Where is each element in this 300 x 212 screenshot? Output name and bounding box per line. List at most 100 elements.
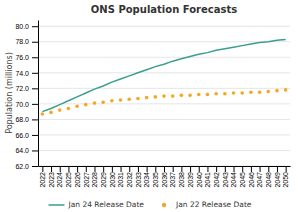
tick: 64.0 [15,147,38,154]
tick: 2044 [230,166,237,188]
tick: 76.0 [15,54,38,61]
tick-mark [164,166,165,172]
tick-label: 70.0 [15,101,29,108]
series-point [145,96,149,100]
tick-label: 2023 [48,172,55,188]
tick-mark [32,57,38,58]
tick-label: 2026 [74,172,81,188]
series-point [188,94,192,98]
tick-mark [190,166,191,172]
tick-mark [207,166,208,172]
series-point [197,93,201,97]
tick: 2046 [248,166,255,188]
series-point [84,103,88,107]
legend-label: Jan 24 Release Date [68,200,145,209]
tick-mark [216,166,217,172]
tick-mark [103,166,104,172]
grid-line [38,41,290,42]
tick-mark [32,73,38,74]
grid-line [38,119,290,120]
tick-label: 2022 [39,172,46,188]
tick-label: 64.0 [15,147,29,154]
grid-line [38,57,290,58]
tick: 68.0 [15,116,38,123]
tick: 2048 [265,166,272,188]
tick-mark [77,166,78,172]
tick: 70.0 [15,101,38,108]
tick-label: 2037 [169,172,176,188]
tick-mark [173,166,174,172]
tick: 2047 [256,166,263,188]
tick: 2041 [204,166,211,188]
tick-label: 2045 [239,172,246,188]
tick-mark [147,166,148,172]
y-axis-title: Population (millions) [5,52,14,134]
tick-label: 2036 [161,172,168,188]
tick-label: 2027 [83,172,90,188]
grid-line [38,103,290,104]
series-point [136,97,140,101]
title: ONS Population Forecasts [91,4,237,15]
tick: 2031 [117,166,124,188]
tick-mark [60,166,61,172]
tick-label: 2033 [135,172,142,188]
chart: 62.0 64.0 66.0 68.0 70.0 72.0 74.0 76.0 78.0 80.0… [0,0,300,212]
tick-mark [32,119,38,120]
tick-mark [181,166,182,172]
tick-label: 62.0 [15,163,29,170]
series-point [180,94,184,98]
series-point [67,107,71,111]
tick-mark [32,42,38,43]
legend: Jan 24 Release DateJan 22 Release Date [49,200,252,209]
tick-label: 2048 [265,172,272,188]
legend-item: Jan 24 Release Date [49,200,145,209]
series-point [58,108,62,112]
series-point [266,90,270,94]
tick-mark [32,26,38,27]
tick: 2024 [56,166,63,188]
tick-mark [51,166,52,172]
tick-mark [251,166,252,172]
grid-line [38,72,290,73]
series-point [101,101,105,105]
tick: 74.0 [15,70,38,77]
tick: 2050 [282,166,289,188]
tick: 2030 [109,166,116,188]
tick-label: 2024 [56,172,63,188]
tick-label: 78.0 [15,38,29,45]
tick-mark [32,88,38,89]
marks [41,39,288,115]
tick-mark [32,150,38,151]
series-point [249,90,253,94]
tick-label: 2039 [187,172,194,188]
tick-mark [86,166,87,172]
tick-mark [138,166,139,172]
tick-label: 2030 [109,172,116,188]
tick-label: 68.0 [15,116,29,123]
series-line [42,39,285,111]
tick-label: 80.0 [15,23,29,30]
tick: 2037 [169,166,176,188]
tick-mark [225,166,226,172]
tick: 2025 [65,166,72,188]
tick: 2035 [152,166,159,188]
legend-swatch [49,204,65,206]
tick: 2039 [187,166,194,188]
tick-mark [277,166,278,172]
tick: 80.0 [15,23,38,30]
legend-swatch [162,203,166,207]
tick-label: 2050 [282,172,289,188]
tick-label: 2044 [230,172,237,188]
series-point [75,104,79,108]
series-point [223,92,227,96]
tick-label: 66.0 [15,132,29,139]
tick-mark [121,166,122,172]
tick: 2043 [222,166,229,188]
series-point [206,93,210,97]
tick: 2038 [178,166,185,188]
tick-label: 72.0 [15,85,29,92]
tick-mark [42,166,43,172]
series-point [110,99,114,103]
tick-mark [32,166,38,167]
grid [38,26,290,166]
